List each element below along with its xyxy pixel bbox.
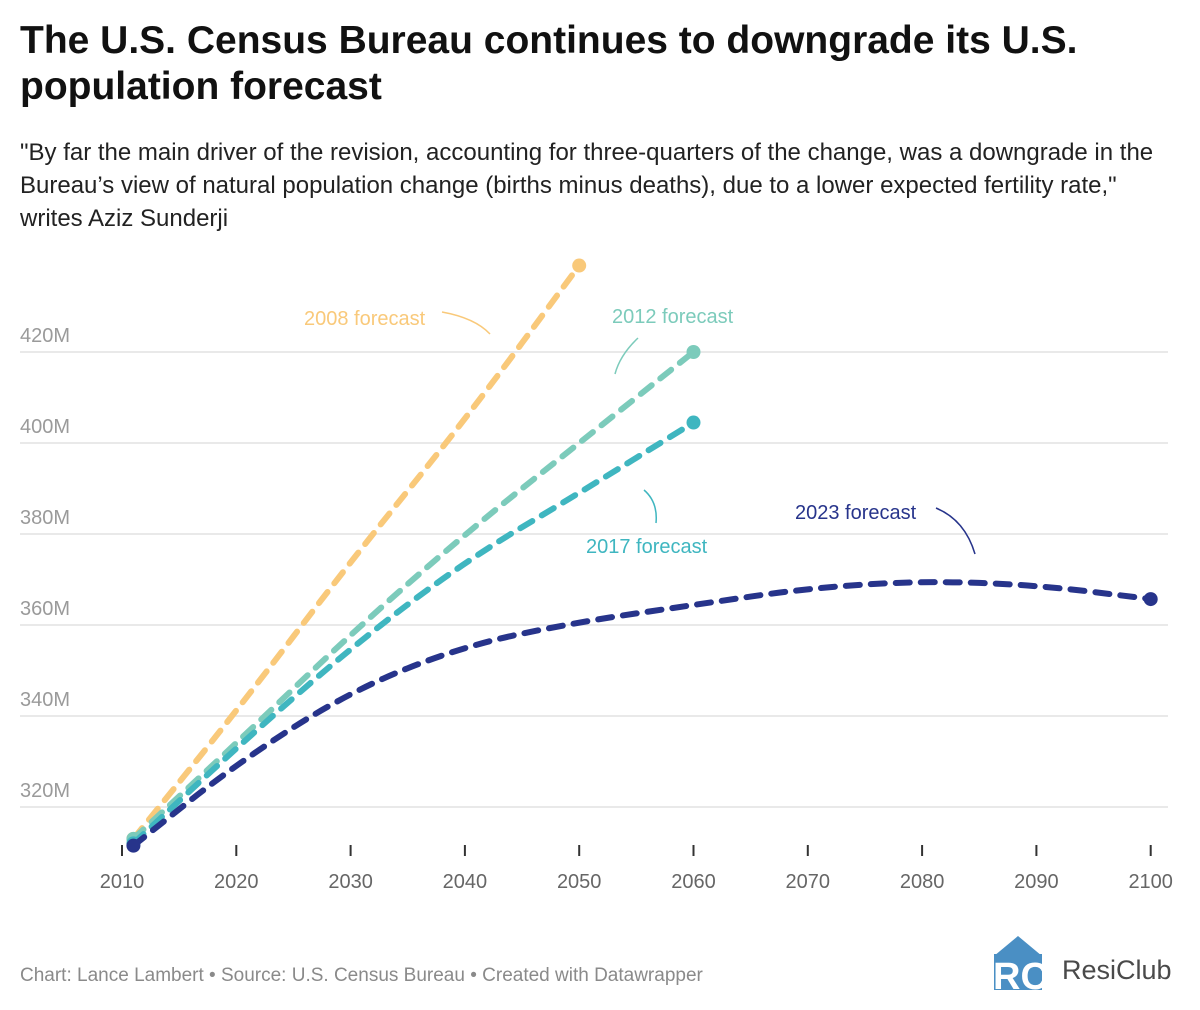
- y-tick-label: 340M: [20, 689, 70, 711]
- x-tick-label: 2040: [443, 871, 488, 893]
- y-tick-label: 380M: [20, 507, 70, 529]
- y-tick-label: 320M: [20, 780, 70, 802]
- y-tick-label: 360M: [20, 598, 70, 620]
- x-tick-label: 2090: [1014, 871, 1059, 893]
- start-point: [126, 838, 141, 853]
- y-tick-label: 400M: [20, 416, 70, 438]
- series-line: [130, 579, 1154, 849]
- x-tick-label: 2070: [786, 871, 831, 893]
- series-line: [130, 349, 697, 842]
- resiclub-logo-icon: RC: [993, 936, 1048, 994]
- arrow-icon: [935, 507, 976, 555]
- series-label: 2023 forecast: [795, 502, 917, 524]
- logo-text: ResiClub: [1062, 955, 1172, 985]
- chart-title: The U.S. Census Bureau continues to down…: [20, 19, 1078, 108]
- series-label: 2012 forecast: [612, 306, 734, 328]
- end-point: [1143, 592, 1158, 607]
- x-tick-label: 2080: [900, 871, 945, 893]
- x-tick-label: 2020: [214, 871, 259, 893]
- arrow-icon: [614, 337, 639, 375]
- x-tick-label: 2010: [100, 871, 145, 893]
- arrow-icon: [441, 311, 491, 335]
- chart-footer: Chart: Lance Lambert • Source: U.S. Cens…: [20, 965, 703, 986]
- series-line: [130, 262, 583, 842]
- end-point: [686, 415, 701, 430]
- series-line: [130, 419, 697, 847]
- end-point: [686, 345, 701, 359]
- x-tick-label: 2030: [328, 871, 373, 893]
- series-label: 2017 forecast: [586, 536, 708, 558]
- svg-text:RC: RC: [993, 956, 1048, 994]
- x-tick-label: 2050: [557, 871, 602, 893]
- y-tick-label: 420M: [20, 325, 70, 347]
- x-tick-label: 2100: [1128, 871, 1173, 893]
- chart-subtitle: "By far the main driver of the revision,…: [20, 139, 1154, 232]
- arrow-icon: [643, 489, 657, 524]
- end-point: [572, 258, 587, 273]
- x-tick-label: 2060: [671, 871, 716, 893]
- series-label: 2008 forecast: [304, 308, 426, 330]
